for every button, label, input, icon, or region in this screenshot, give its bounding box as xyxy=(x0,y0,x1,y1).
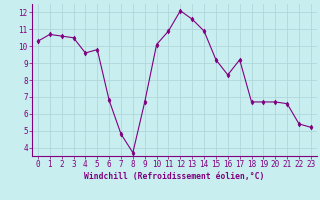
X-axis label: Windchill (Refroidissement éolien,°C): Windchill (Refroidissement éolien,°C) xyxy=(84,172,265,181)
